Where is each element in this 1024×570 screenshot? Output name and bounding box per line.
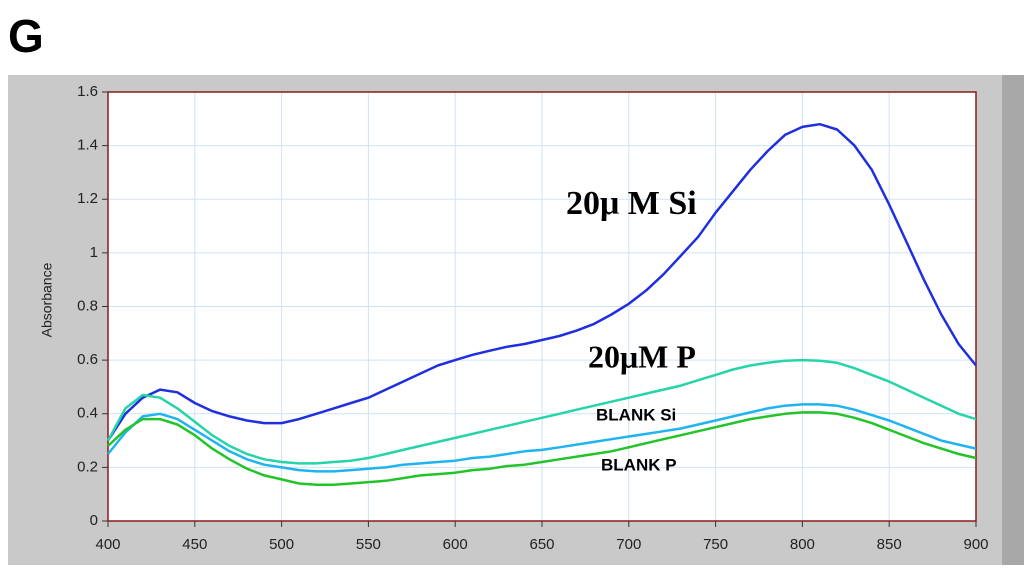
- x-tick-label: 750: [703, 536, 728, 553]
- series-label: BLANK P: [601, 455, 677, 474]
- panel-label: G: [8, 10, 44, 62]
- y-tick-label: 1: [90, 244, 98, 261]
- y-tick-label: 1.6: [77, 83, 98, 100]
- series-label: BLANK Si: [596, 405, 676, 424]
- x-tick-label: 900: [963, 536, 988, 553]
- series-label: 20μM P: [588, 338, 696, 374]
- x-tick-label: 450: [182, 536, 207, 553]
- series-line: [106, 358, 977, 465]
- y-tick-label: 0.8: [77, 297, 98, 314]
- series-line: [106, 122, 977, 442]
- series-line: [107, 411, 977, 487]
- series-line: [107, 403, 977, 473]
- x-tick-label: 400: [95, 536, 120, 553]
- scrollbar: [1002, 75, 1024, 565]
- y-tick-label: 0.2: [77, 458, 98, 475]
- y-tick-label: 0.6: [77, 351, 98, 368]
- y-tick-label: 1.4: [77, 137, 98, 154]
- x-tick-label: 800: [790, 536, 815, 553]
- plot-border: [107, 91, 977, 522]
- y-tick-label: 0: [90, 512, 98, 529]
- x-tick-label: 850: [877, 536, 902, 553]
- x-tick-label: 500: [269, 536, 294, 553]
- x-tick-label: 700: [616, 536, 641, 553]
- y-tick-label: 1.2: [77, 190, 98, 207]
- y-axis-label: Absorbance: [39, 262, 55, 337]
- y-tick-label: 0.4: [77, 405, 98, 422]
- x-tick-label: 550: [356, 536, 381, 553]
- x-tick-label: 600: [443, 536, 468, 553]
- x-tick-label: 650: [529, 536, 554, 553]
- series-label: 20μ M Si: [566, 185, 697, 222]
